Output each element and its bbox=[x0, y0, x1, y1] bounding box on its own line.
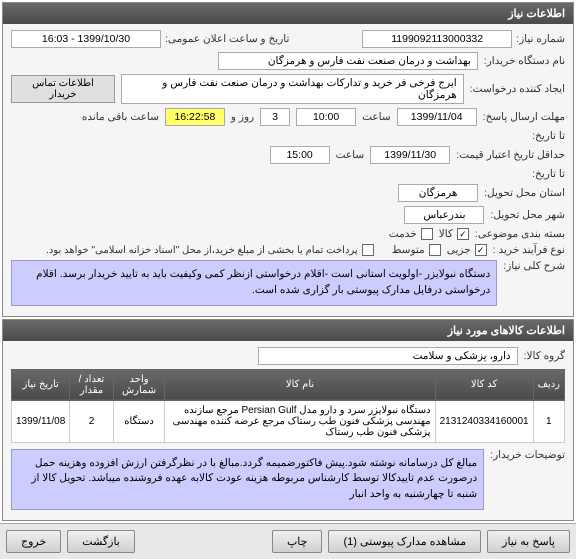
countdown-value: 16:22:58 bbox=[165, 108, 225, 126]
public-announce-value: 1399/10/30 - 16:03 bbox=[11, 30, 161, 48]
treasury-checkbox[interactable] bbox=[362, 244, 374, 256]
attachments-button[interactable]: مشاهده مدارک پیوستی (1) bbox=[328, 530, 481, 553]
package-label: بسته بندی موضوعی: bbox=[475, 228, 565, 240]
general-desc-value: دستگاه نبولایزر -اولویت استانی است -اقلا… bbox=[11, 260, 497, 306]
creator-label: ایجاد کننده درخواست: bbox=[470, 83, 565, 95]
col-unit: واحد شمارش bbox=[113, 369, 165, 400]
remaining-label: ساعت باقی مانده bbox=[82, 111, 159, 123]
col-qty: تعداد / مقدار bbox=[70, 369, 113, 400]
print-button[interactable]: چاپ bbox=[272, 530, 323, 553]
col-name: نام کالا bbox=[165, 369, 435, 400]
time-label-2: ساعت bbox=[336, 149, 365, 161]
validity-time-value: 15:00 bbox=[270, 146, 330, 164]
buyer-notes-value: مبالغ کل درسامانه نوشته شود.پیش فاکتورضم… bbox=[11, 449, 484, 510]
days-remaining-value: 3 bbox=[260, 108, 290, 126]
validity-label: حداقل تاریخ اعتبار قیمت: bbox=[456, 149, 565, 161]
footer-bar: پاسخ به نیاز مشاهده مدارک پیوستی (1) چاپ… bbox=[0, 523, 576, 559]
deadline-label: مهلت ارسال پاسخ: bbox=[483, 111, 565, 123]
delivery-city-value: بندرعباس bbox=[404, 206, 484, 224]
package-service-checkbox[interactable] bbox=[421, 228, 433, 240]
purchase-medium-label: متوسط bbox=[392, 244, 425, 256]
table-row: 1 2131240334160001 دستگاه نبولایزر سرد و… bbox=[12, 400, 565, 442]
general-desc-label: شرح کلی نیاز: bbox=[503, 260, 565, 272]
need-info-panel: اطلاعات نیاز شماره نیاز: 119909211300033… bbox=[2, 2, 574, 317]
days-and-label: روز و bbox=[231, 111, 254, 123]
goods-table: ردیف کد کالا نام کالا واحد شمارش تعداد /… bbox=[11, 369, 565, 443]
goods-info-header: اطلاعات کالاهای مورد نیاز bbox=[3, 320, 573, 341]
need-info-body: شماره نیاز: 1199092113000332 تاریخ و ساع… bbox=[3, 24, 573, 316]
need-info-header: اطلاعات نیاز bbox=[3, 3, 573, 24]
purchase-small-label: جزیی bbox=[447, 244, 471, 256]
purchase-note: پرداخت تمام یا بخشی از مبلغ خرید،از محل … bbox=[46, 245, 358, 256]
need-number-label: شماره نیاز: bbox=[516, 33, 565, 45]
col-code: کد کالا bbox=[435, 369, 533, 400]
back-button[interactable]: بازگشت bbox=[67, 530, 135, 553]
cell-code: 2131240334160001 bbox=[435, 400, 533, 442]
deadline-time-value: 10:00 bbox=[296, 108, 356, 126]
deadline-date-value: 1399/11/04 bbox=[397, 108, 477, 126]
goods-group-value: دارو، پزشکی و سلامت bbox=[258, 347, 518, 365]
cell-unit: دستگاه bbox=[113, 400, 165, 442]
purchase-medium-checkbox[interactable] bbox=[429, 244, 441, 256]
buyer-notes-label: توضیحات خریدار: bbox=[490, 449, 565, 461]
contact-info-button[interactable]: اطلاعات تماس خریدار bbox=[11, 75, 115, 103]
buyer-org-label: نام دستگاه خریدار: bbox=[484, 55, 565, 67]
goods-info-panel: اطلاعات کالاهای مورد نیاز گروه کالا: دار… bbox=[2, 319, 574, 521]
goods-info-body: گروه کالا: دارو، پزشکی و سلامت ردیف کد ک… bbox=[3, 341, 573, 520]
package-goods-checkbox[interactable]: ✓ bbox=[457, 228, 469, 240]
cell-qty: 2 bbox=[70, 400, 113, 442]
exit-button[interactable]: خروج bbox=[6, 530, 61, 553]
delivery-province-label: استان محل تحویل: bbox=[484, 187, 565, 199]
validity-date-value: 1399/11/30 bbox=[370, 146, 450, 164]
col-row: ردیف bbox=[533, 369, 564, 400]
to-date-label-2: تا تاریخ: bbox=[532, 168, 565, 180]
reply-button[interactable]: پاسخ به نیاز bbox=[487, 530, 570, 553]
cell-name: دستگاه نبولایزر سرد و دارو مدل Persian G… bbox=[165, 400, 435, 442]
need-number-value: 1199092113000332 bbox=[362, 30, 512, 48]
creator-value: ایرج فرخی فر خرید و تدارکات بهداشت و درم… bbox=[121, 74, 464, 104]
to-date-label-1: تا تاریخ: bbox=[532, 130, 565, 142]
public-announce-label: تاریخ و ساعت اعلان عمومی: bbox=[165, 33, 289, 45]
time-label-1: ساعت bbox=[362, 111, 391, 123]
cell-date: 1399/11/08 bbox=[12, 400, 70, 442]
cell-row: 1 bbox=[533, 400, 564, 442]
delivery-province-value: هرمزگان bbox=[398, 184, 478, 202]
package-service-label: خدمت bbox=[389, 228, 417, 240]
goods-group-label: گروه کالا: bbox=[524, 350, 565, 362]
col-date: تاریخ نیاز bbox=[12, 369, 70, 400]
package-goods-label: کالا bbox=[439, 228, 453, 240]
delivery-city-label: شهر محل تحویل: bbox=[490, 209, 565, 221]
purchase-small-checkbox[interactable]: ✓ bbox=[475, 244, 487, 256]
purchase-type-label: نوع فرآیند خرید : bbox=[493, 244, 565, 256]
buyer-org-value: بهداشت و درمان صنعت نفت فارس و هرمزگان bbox=[218, 52, 478, 70]
